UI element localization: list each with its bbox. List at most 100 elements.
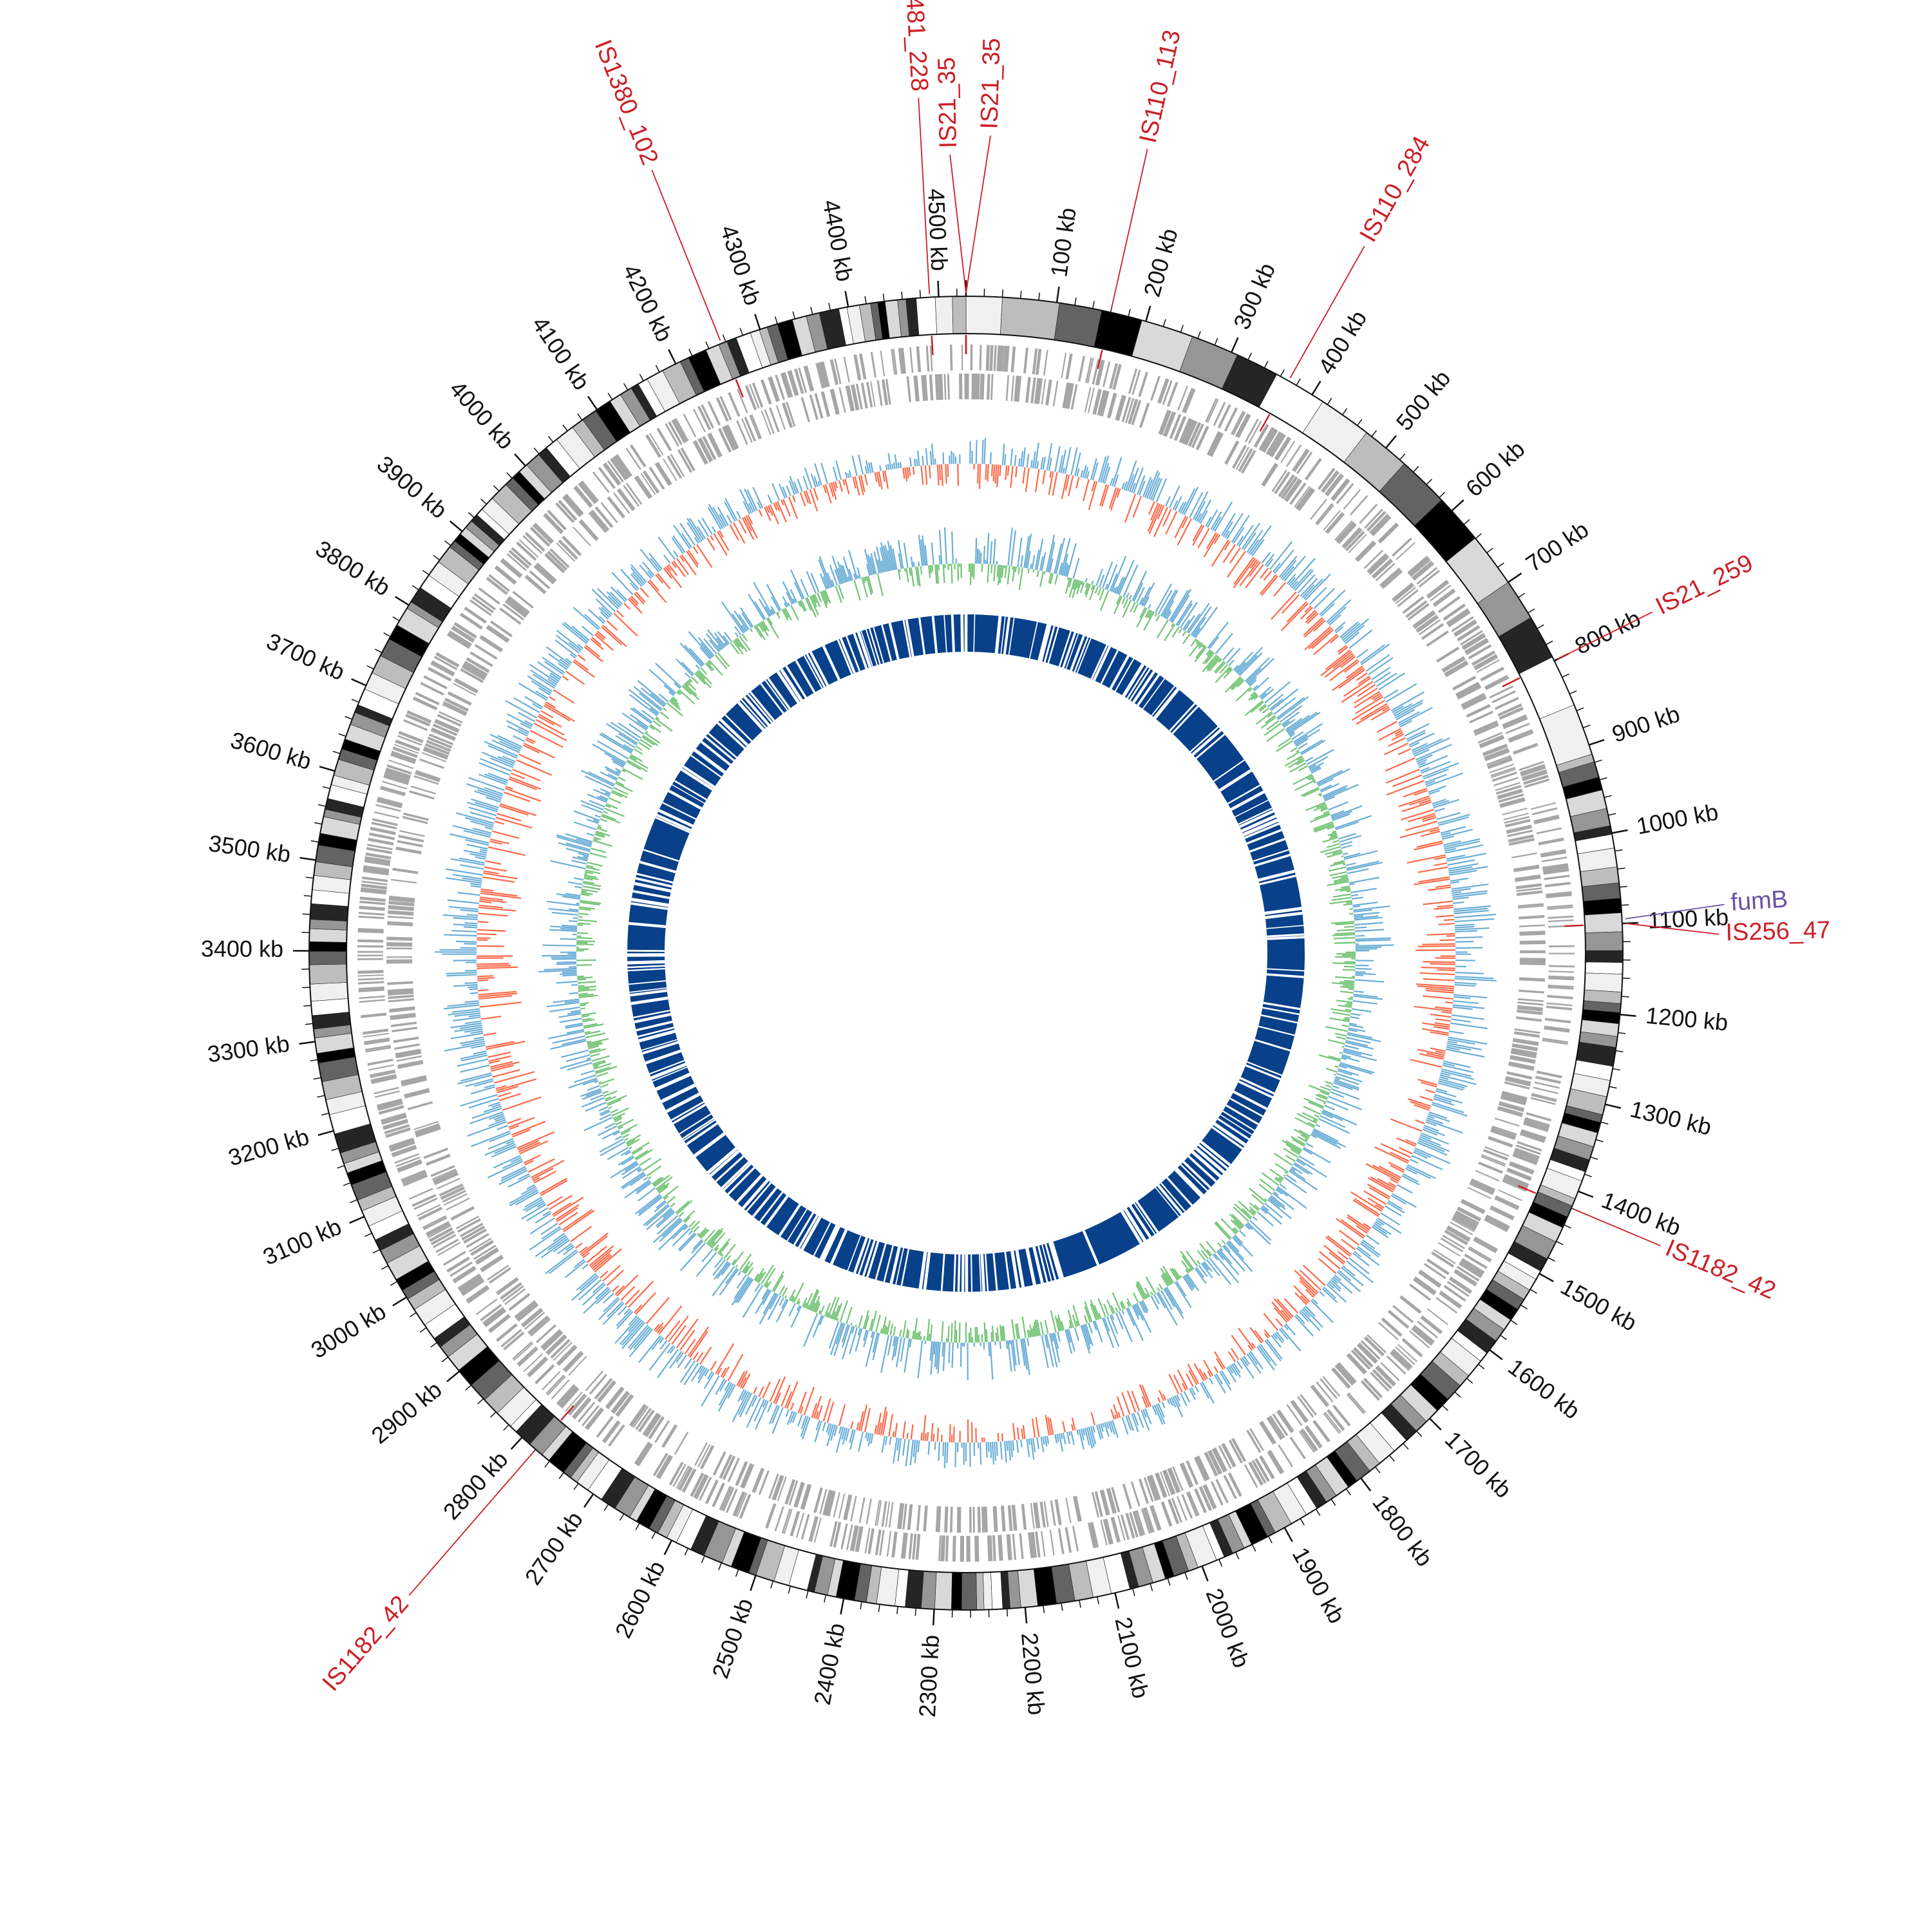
gc-skew-bar — [466, 783, 503, 797]
major-tick — [1385, 435, 1397, 449]
gc-skew-bar — [1273, 582, 1287, 597]
gc-skew-bar — [1010, 466, 1014, 488]
feature-segment — [468, 1237, 492, 1253]
gc-skew-bar — [453, 983, 478, 987]
gc-content-bar — [775, 612, 781, 619]
feature-segment — [1548, 975, 1575, 979]
gc-skew-bar — [1294, 1269, 1319, 1294]
feature-segment — [616, 1394, 634, 1417]
feature-segment — [395, 1048, 421, 1055]
gc-content-bar — [1314, 824, 1334, 833]
feature-segment — [1495, 784, 1522, 795]
gc-content-bar — [581, 770, 614, 787]
feature-segment — [727, 1457, 740, 1482]
feature-segment — [397, 1061, 424, 1069]
gc-content-bar — [1344, 1045, 1359, 1050]
gc-content-bar — [834, 569, 841, 585]
gc-skew-bar — [616, 609, 624, 618]
feature-segment — [1261, 462, 1278, 486]
gc-skew-bar — [1434, 808, 1445, 813]
gc-content-bar — [603, 808, 625, 817]
gc-skew-bar — [885, 464, 888, 471]
gc-content-bar — [672, 1224, 688, 1240]
gc-skew-bar — [480, 888, 494, 892]
gc-content-bar — [743, 1265, 749, 1274]
gc-skew-bar — [1397, 748, 1412, 755]
gc-content-bar — [1324, 1104, 1336, 1111]
feature-segment — [1181, 1493, 1193, 1519]
feature-segment — [1021, 1504, 1027, 1530]
gc-skew-bar — [500, 1168, 527, 1182]
gc-content-bar — [1068, 578, 1073, 587]
gc-skew-bar — [459, 1024, 482, 1030]
gc-content-bar — [839, 1300, 848, 1322]
gc-skew-bar — [1432, 799, 1446, 805]
gc-content-bar — [812, 594, 817, 603]
major-tick — [1451, 499, 1464, 512]
gc-content-bar — [642, 1158, 662, 1171]
minor-tick — [1584, 1173, 1593, 1178]
gc-content-bar — [639, 1157, 651, 1166]
gc-content-bar — [1352, 999, 1378, 1005]
gc-skew-bar — [713, 533, 728, 556]
feature-segment — [1063, 383, 1072, 409]
feature-segment — [461, 665, 486, 681]
gc-skew-bar — [1413, 737, 1450, 755]
feature-segment — [388, 910, 414, 914]
gc-content-bar — [938, 529, 943, 565]
feature-segment — [401, 1170, 426, 1182]
feature-segment — [612, 455, 630, 478]
feature-segment — [857, 1526, 864, 1553]
gc-content-bar — [880, 560, 885, 573]
gc-content-bar — [1289, 733, 1296, 737]
gc-content-bar — [750, 628, 753, 632]
feature-segment — [715, 397, 729, 422]
gc-content-bar — [757, 623, 764, 632]
gc-skew-bar — [1434, 906, 1454, 910]
gc-content-bar — [797, 1301, 801, 1305]
gc-content-bar — [1231, 1236, 1242, 1247]
gc-content-bar — [837, 567, 844, 584]
minor-tick — [603, 1504, 609, 1511]
gc-content-bar — [590, 1094, 603, 1101]
feature-segment — [430, 728, 456, 741]
feature-segment — [616, 489, 635, 511]
feature-segment — [1231, 1437, 1247, 1462]
gc-skew-bar — [606, 1269, 624, 1287]
feature-segment — [1472, 650, 1496, 666]
gc-skew-bar — [1425, 987, 1454, 992]
feature-segment — [384, 770, 410, 780]
gc-skew-bar — [777, 501, 787, 523]
feature-segment — [768, 377, 779, 402]
gc-skew-bar — [1308, 627, 1333, 650]
feature-segment — [391, 1144, 417, 1155]
gc-content-bar — [584, 873, 588, 875]
gc-skew-bar — [1455, 930, 1478, 933]
gc-content-bar — [806, 597, 817, 618]
gc-content-bar — [688, 1220, 696, 1228]
feature-segment — [1519, 958, 1546, 963]
gc-skew-bar — [596, 1289, 612, 1305]
gc-skew-bar — [1116, 488, 1121, 498]
gc-content-bar — [1195, 645, 1206, 659]
feature-segment — [1336, 1363, 1356, 1385]
gc-content-bar — [1180, 1250, 1195, 1270]
gc-skew-bar — [480, 890, 518, 897]
gc-content-bar — [719, 1253, 723, 1256]
gc-skew-bar — [547, 653, 569, 669]
minor-tick — [1442, 1405, 1448, 1412]
gc-content-bar — [1328, 1055, 1341, 1061]
gc-skew-bar — [1281, 594, 1300, 614]
gc-content-bar — [599, 1138, 624, 1153]
gc-skew-bar — [851, 455, 858, 477]
major-tick — [299, 857, 316, 861]
gc-content-bar — [1059, 538, 1071, 576]
gc-content-bar — [826, 572, 833, 587]
gc-content-bar — [916, 1332, 920, 1340]
gc-skew-bar — [610, 586, 626, 603]
gc-skew-bar — [630, 564, 647, 583]
gc-content-bar — [869, 556, 875, 575]
gc-skew-bar — [453, 959, 477, 961]
gc-skew-bar — [444, 1004, 480, 1010]
gc-content-bar — [646, 1165, 662, 1177]
